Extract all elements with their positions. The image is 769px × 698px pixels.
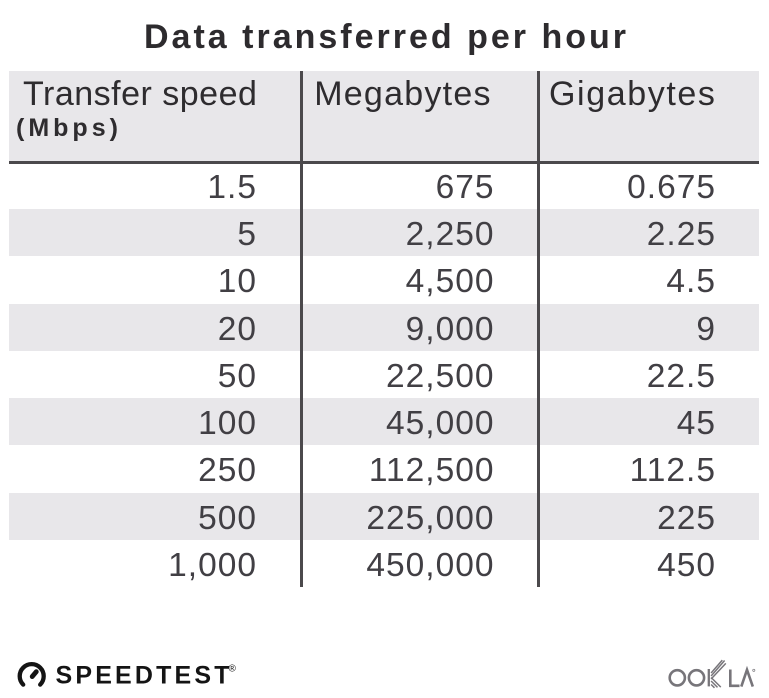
svg-text:®: ®	[229, 664, 237, 675]
svg-text:SPEEDTEST: SPEEDTEST	[56, 662, 233, 690]
